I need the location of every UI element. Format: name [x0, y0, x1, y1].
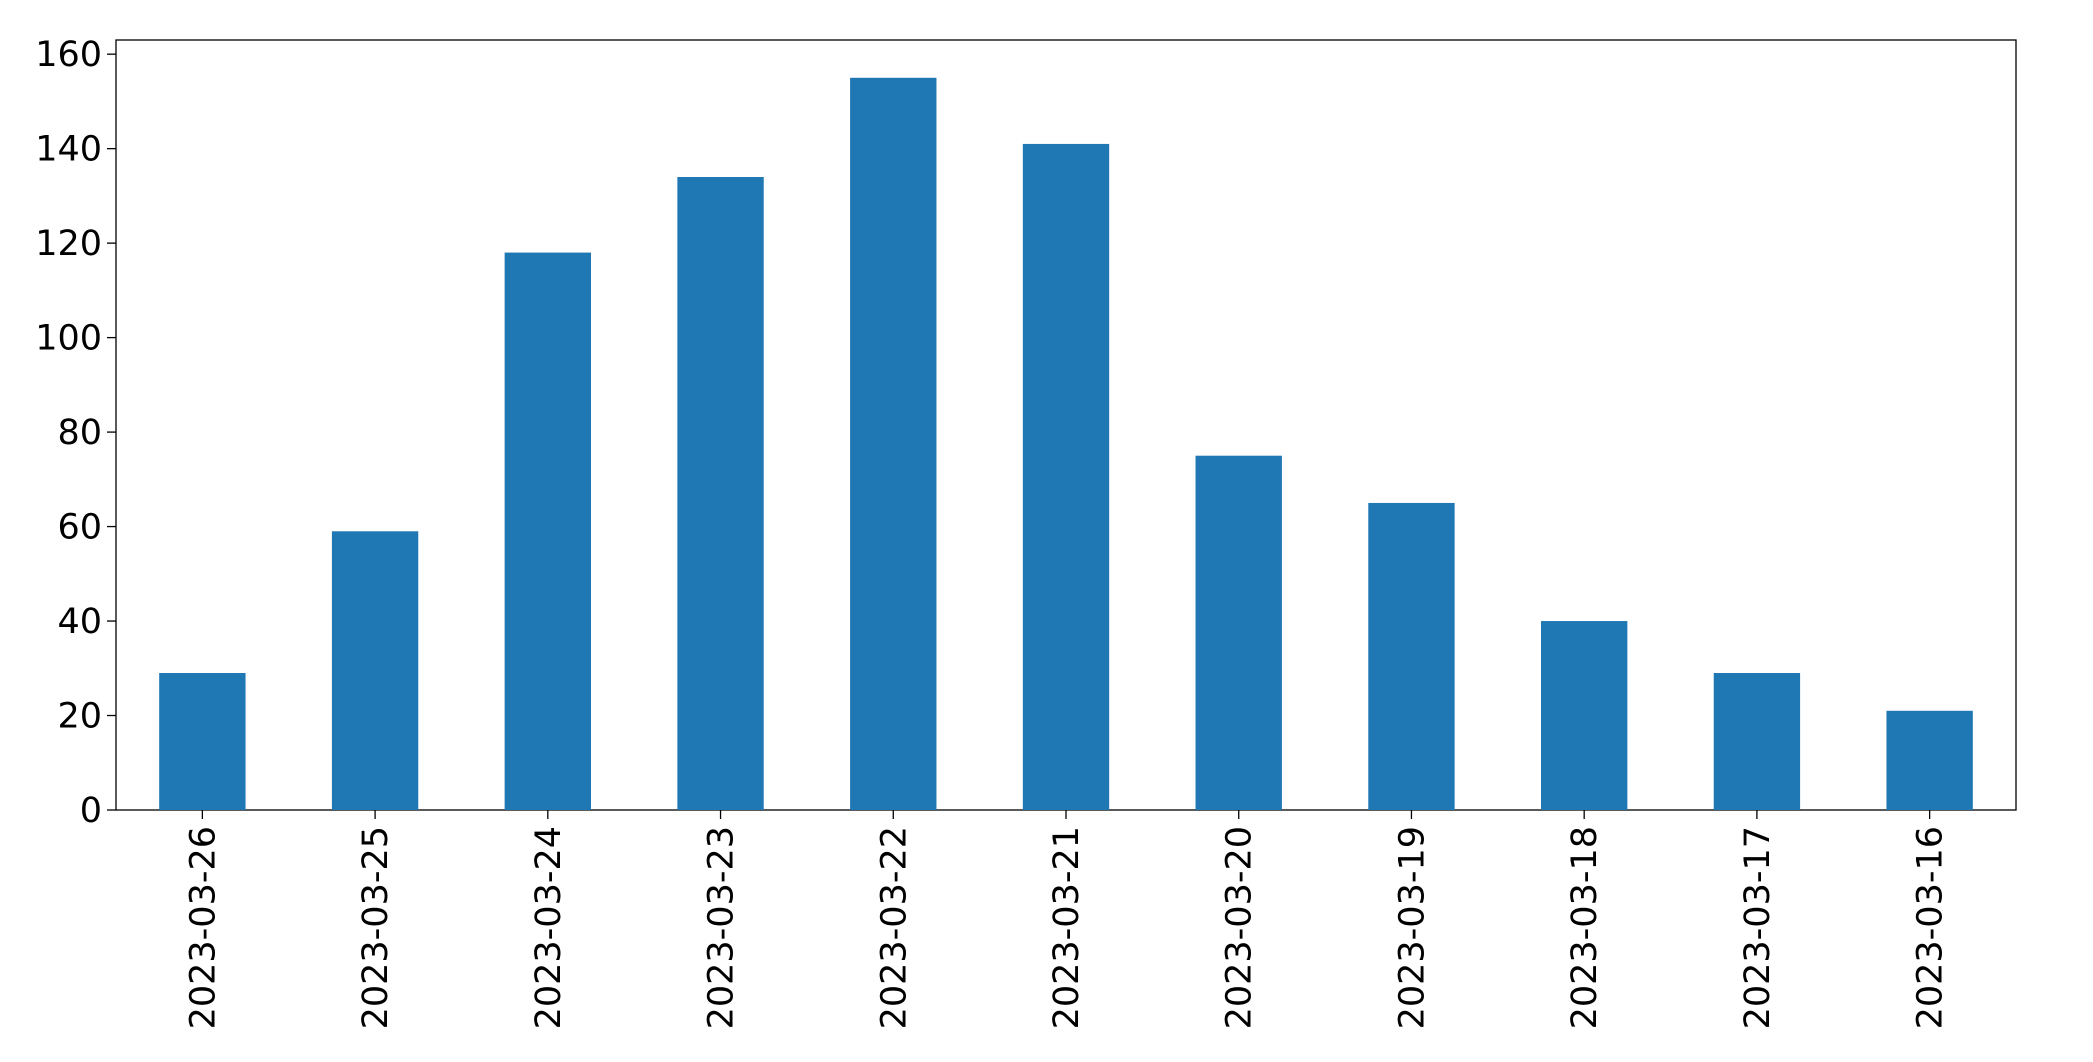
- y-tick-label: 40: [57, 602, 102, 642]
- x-tick-label: 2023-03-26: [183, 826, 223, 1029]
- y-tick-label: 0: [80, 791, 102, 831]
- y-tick-label: 80: [57, 413, 102, 453]
- x-tick-label: 2023-03-24: [529, 826, 569, 1029]
- y-tick-label: 100: [35, 319, 102, 359]
- y-tick-label: 60: [57, 508, 102, 548]
- bar: [331, 531, 419, 810]
- x-tick-label: 2023-03-20: [1220, 826, 1260, 1029]
- bar: [504, 252, 591, 811]
- bar: [1368, 502, 1455, 810]
- bar: [1886, 710, 1973, 810]
- y-tick-label: 140: [35, 130, 102, 170]
- x-tick-label: 2023-03-23: [702, 826, 742, 1029]
- bar: [850, 77, 937, 811]
- bar: [159, 673, 246, 810]
- bar: [1541, 621, 1628, 810]
- x-tick-label: 2023-03-17: [1738, 826, 1778, 1029]
- x-tick-label: 2023-03-19: [1392, 826, 1432, 1029]
- x-tick-label: 2023-03-16: [1911, 826, 1951, 1029]
- bar: [677, 176, 764, 810]
- x-tick-label: 2023-03-25: [356, 826, 396, 1029]
- bar: [1022, 143, 1110, 810]
- y-tick-label: 20: [57, 697, 102, 737]
- y-tick-label: 120: [35, 224, 102, 264]
- x-tick-label: 2023-03-18: [1565, 826, 1605, 1029]
- bar: [1713, 673, 1801, 810]
- x-tick-label: 2023-03-21: [1047, 826, 1087, 1029]
- y-tick-label: 160: [35, 35, 102, 75]
- x-tick-label: 2023-03-22: [874, 826, 914, 1029]
- bar: [1195, 455, 1282, 810]
